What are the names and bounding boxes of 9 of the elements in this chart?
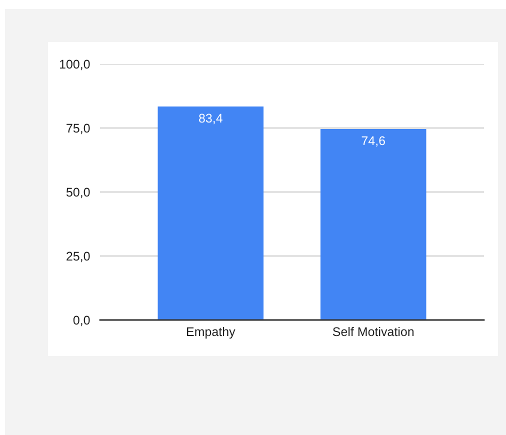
y-tick-label: 25,0 (66, 252, 90, 262)
y-tick-label: 0,0 (73, 316, 90, 326)
data-label: 74,6 (362, 136, 385, 147)
y-tick-label: 75,0 (66, 124, 90, 134)
data-label: 83,4 (199, 114, 222, 124)
y-tick-label: 50,0 (66, 188, 90, 198)
x-tick-label: Empathy (187, 326, 236, 339)
x-tick-label: Self Motivation (332, 326, 414, 336)
y-tick-label: 100,0 (60, 60, 90, 70)
